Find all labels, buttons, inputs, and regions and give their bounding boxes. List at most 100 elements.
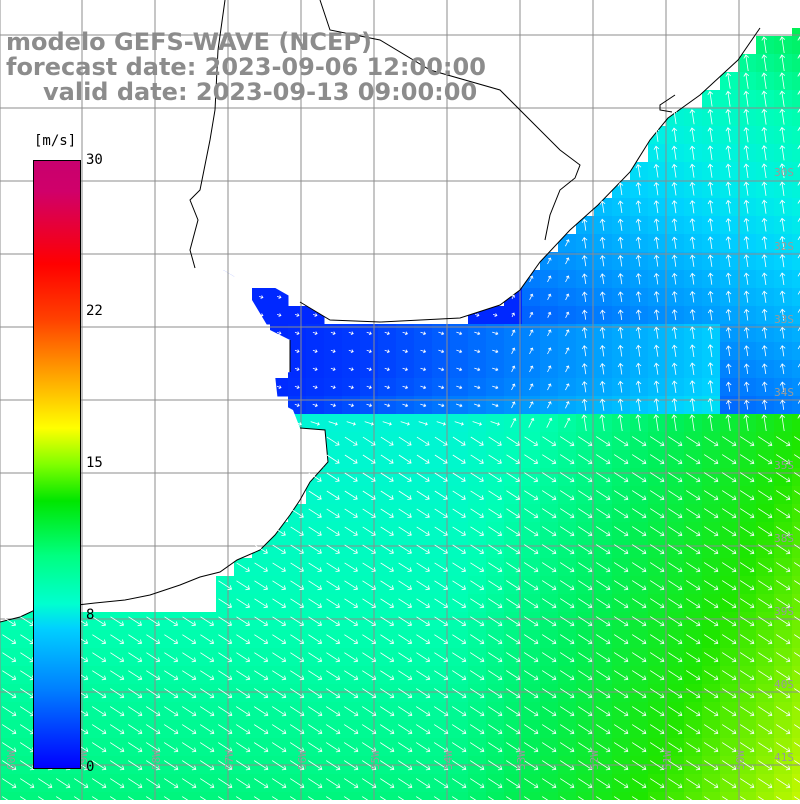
wind-speed-cell bbox=[612, 792, 631, 804]
wind-arrow bbox=[689, 290, 696, 303]
wind-arrow bbox=[236, 598, 251, 609]
wind-speed-cell bbox=[792, 738, 800, 757]
wind-arrow bbox=[565, 239, 570, 247]
wind-arrow bbox=[344, 490, 358, 500]
wind-arrow bbox=[200, 616, 215, 627]
wind-arrow bbox=[721, 508, 737, 519]
wind-arrow bbox=[559, 508, 575, 519]
wind-arrow bbox=[707, 380, 714, 394]
wind-arrow bbox=[438, 403, 445, 408]
wind-arrow bbox=[505, 670, 521, 681]
wind-arrow bbox=[380, 688, 395, 699]
wind-arrow bbox=[649, 562, 665, 573]
wind-arrow bbox=[689, 163, 696, 178]
wind-arrow bbox=[793, 760, 800, 765]
wind-arrow bbox=[685, 670, 701, 681]
wind-arrow bbox=[671, 309, 678, 321]
wind-arrow bbox=[380, 472, 394, 482]
wind-arrow bbox=[761, 308, 768, 321]
wind-arrow bbox=[272, 652, 287, 663]
wind-arrow bbox=[541, 526, 557, 537]
wind-arrow bbox=[761, 345, 768, 357]
wind-arrow bbox=[653, 309, 660, 321]
wind-arrow bbox=[492, 385, 499, 390]
wind-arrow bbox=[559, 616, 575, 627]
wind-arrow bbox=[452, 634, 467, 645]
wind-arrow bbox=[685, 742, 701, 753]
wind-arrow bbox=[312, 349, 318, 353]
wind-arrow bbox=[434, 688, 449, 699]
wind-arrow bbox=[272, 526, 286, 536]
wind-arrow bbox=[416, 670, 431, 681]
wind-arrow bbox=[456, 367, 463, 372]
wind-arrow bbox=[671, 254, 678, 267]
wind-arrow bbox=[667, 634, 683, 645]
wind-speed-cell bbox=[576, 792, 595, 804]
wind-arrow bbox=[613, 706, 629, 717]
wind-arrow bbox=[200, 670, 215, 681]
wind-arrow bbox=[635, 236, 642, 249]
wind-arrow bbox=[524, 454, 539, 465]
wind-arrow bbox=[343, 778, 359, 789]
wind-arrow bbox=[415, 742, 431, 753]
wind-speed-cell bbox=[18, 792, 37, 804]
wind-arrow bbox=[685, 760, 701, 771]
wind-arrow bbox=[289, 742, 305, 753]
wind-arrow bbox=[577, 688, 593, 699]
wind-arrow bbox=[380, 598, 395, 609]
wind-arrow bbox=[272, 616, 287, 627]
wind-arrow bbox=[199, 724, 215, 735]
wind-arrow bbox=[793, 508, 800, 513]
wind-arrow bbox=[91, 760, 107, 771]
wind-arrow bbox=[271, 778, 287, 789]
wind-arrow bbox=[721, 724, 737, 735]
wind-arrow bbox=[362, 670, 377, 681]
wind-speed-cell bbox=[792, 612, 800, 631]
wind-arrow bbox=[599, 398, 606, 411]
wind-arrow bbox=[380, 562, 394, 572]
wind-arrow bbox=[1, 724, 17, 735]
wind-speed-cell bbox=[792, 144, 800, 163]
wind-arrow bbox=[91, 742, 107, 753]
wind-arrow bbox=[541, 580, 557, 591]
lon-label: 53W bbox=[515, 750, 528, 770]
wind-arrow bbox=[779, 345, 786, 357]
wind-arrow bbox=[398, 616, 413, 627]
wind-arrow bbox=[398, 580, 413, 591]
wind-arrow bbox=[235, 706, 251, 717]
wind-arrow bbox=[559, 562, 575, 573]
wind-arrow bbox=[384, 349, 390, 354]
wind-arrow bbox=[631, 634, 647, 645]
wind-arrow bbox=[344, 454, 358, 464]
wind-arrow bbox=[452, 598, 467, 609]
wind-arrow bbox=[689, 344, 696, 358]
lat-label: 33S bbox=[774, 313, 794, 326]
wind-arrow bbox=[511, 365, 516, 373]
wind-arrow bbox=[199, 742, 215, 753]
wind-arrow bbox=[330, 403, 336, 408]
wind-arrow bbox=[703, 760, 719, 771]
wind-arrow bbox=[361, 742, 377, 753]
wind-arrow bbox=[469, 778, 485, 789]
wind-arrow bbox=[523, 580, 539, 591]
wind-arrow bbox=[487, 616, 503, 627]
wind-arrow bbox=[631, 706, 647, 717]
wind-arrow bbox=[128, 634, 143, 645]
wind-arrow bbox=[779, 235, 786, 250]
wind-arrow bbox=[487, 760, 503, 771]
wind-arrow bbox=[109, 706, 125, 717]
wind-arrow bbox=[218, 688, 233, 699]
wind-arrow bbox=[416, 454, 430, 464]
wind-arrow bbox=[739, 742, 755, 753]
wind-arrow bbox=[258, 295, 264, 299]
wind-arrow bbox=[743, 308, 750, 321]
wind-arrow bbox=[797, 235, 800, 241]
wind-arrow bbox=[775, 760, 791, 771]
wind-speed-cell bbox=[270, 792, 289, 804]
wind-arrow bbox=[128, 652, 143, 663]
wind-arrow bbox=[92, 670, 107, 681]
wind-arrow bbox=[398, 544, 412, 554]
wind-arrow bbox=[671, 181, 678, 196]
wind-arrow bbox=[361, 760, 377, 771]
lat-label: 32S bbox=[774, 240, 794, 253]
